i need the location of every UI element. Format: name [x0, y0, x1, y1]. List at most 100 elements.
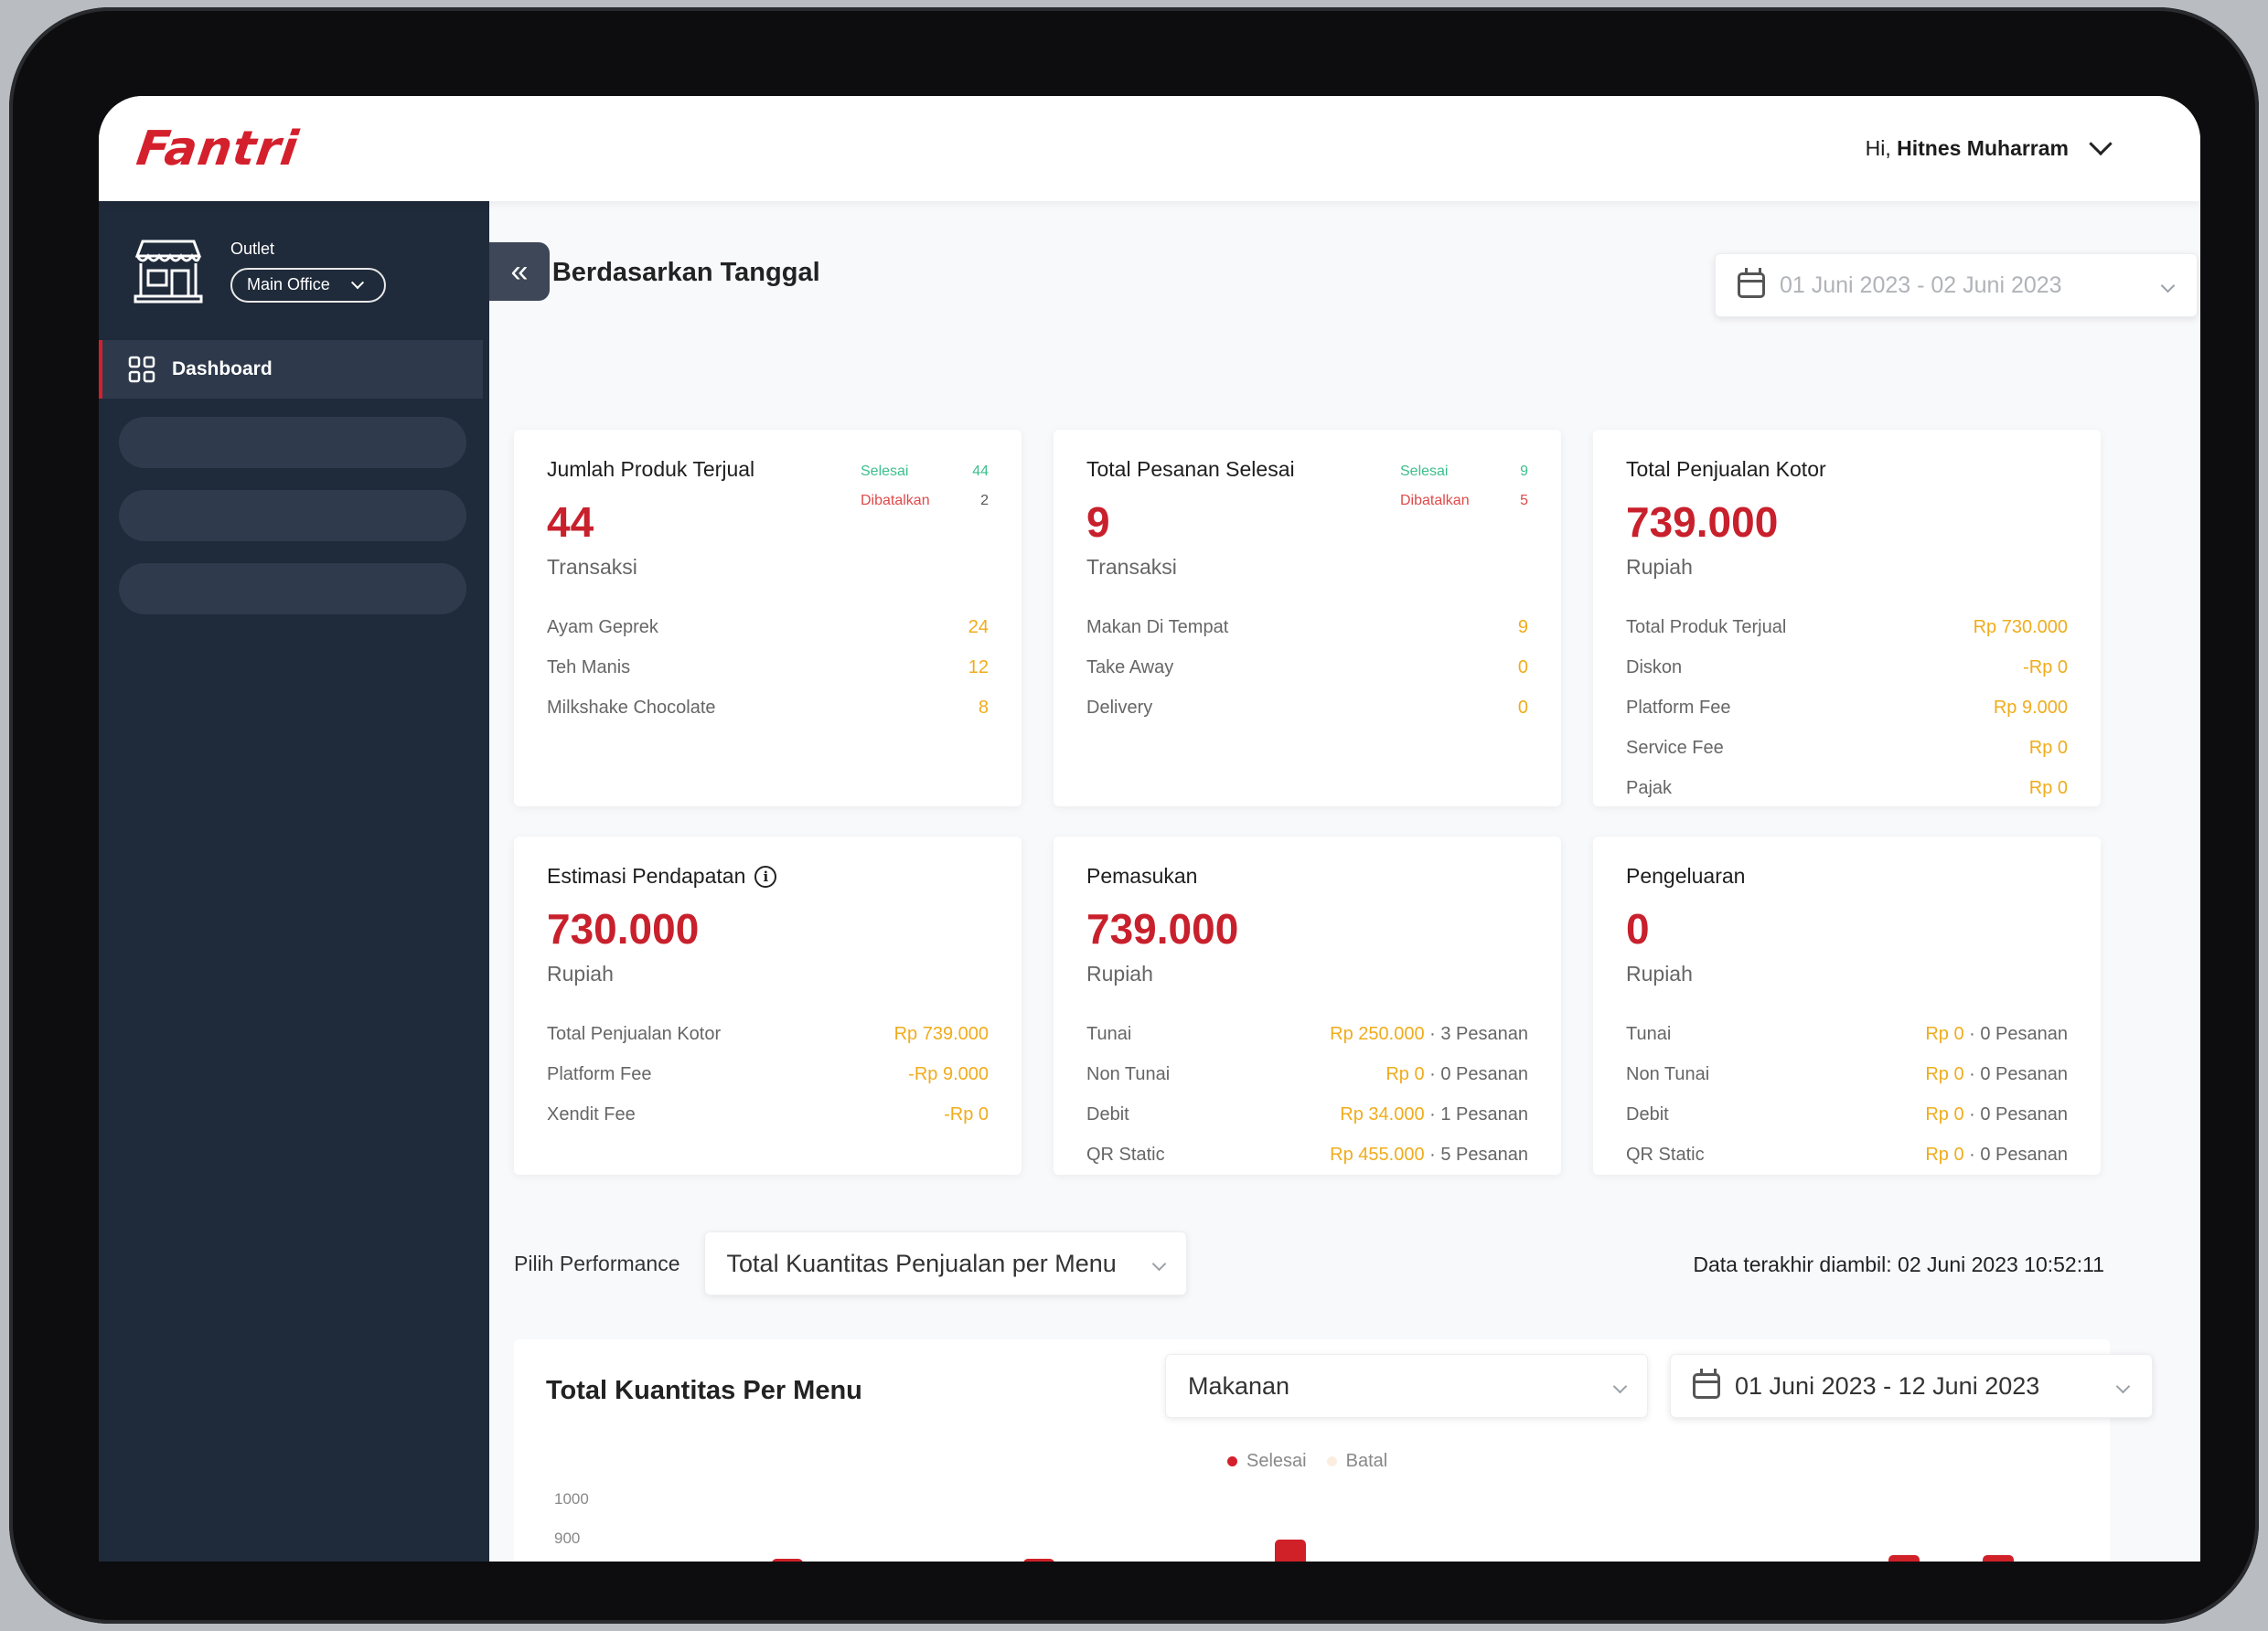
bar-selesai[interactable] [1023, 1559, 1054, 1562]
date-range-value: 01 Juni 2023 - 02 Juni 2023 [1780, 272, 2062, 298]
list-item: Non Tunai Rp 0 · 0 Pesanan [1626, 1063, 2068, 1084]
chevron-down-icon [2115, 1379, 2131, 1393]
list-item: QR Static Rp 455.000 · 5 Pesanan [1086, 1144, 1528, 1165]
list-item: Total Penjualan Kotor Rp 739.000 [547, 1023, 989, 1044]
chevron-down-icon [1151, 1256, 1166, 1271]
list-item: Platform Fee -Rp 9.000 [547, 1063, 989, 1084]
chart-legend: Selesai Batal [1227, 1451, 1387, 1472]
list-item: Debit Rp 34.000 · 1 Pesanan [1086, 1103, 1528, 1125]
card-unit: Rupiah [1626, 962, 1693, 986]
card-value: 0 [1626, 905, 1650, 953]
bar-chart-plot: 1000900800700 [514, 1339, 2110, 1562]
list-item: Total Produk Terjual Rp 730.000 [1626, 616, 2068, 637]
card-unit: Transaksi [547, 555, 637, 579]
performance-label: Pilih Performance [514, 1251, 680, 1275]
card-unit: Rupiah [1086, 962, 1153, 986]
card-estimasi-pendapatan: Estimasi Pendapatan i 730.000 Rupiah Tot… [514, 837, 1022, 1175]
list-item: Take Away 0 [1086, 656, 1528, 677]
bar-selesai[interactable] [1888, 1554, 1920, 1562]
card-title: Total Penjualan Kotor [1626, 457, 1826, 481]
performance-select[interactable]: Total Kuantitas Penjualan per Menu [703, 1231, 1187, 1295]
main-content: at Berdasarkan Tanggal 01 Juni 2023 - 02… [489, 201, 2200, 1562]
list-item: Platform Fee Rp 9.000 [1626, 697, 2068, 718]
performance-value: Total Kuantitas Penjualan per Menu [726, 1249, 1117, 1277]
outlet-label: Outlet [230, 239, 275, 258]
collapse-sidebar-button[interactable]: « [489, 242, 550, 301]
tablet-frame: Fantri Hi, Hitnes Muharram Outlet Main O… [9, 7, 2259, 1624]
card-unit: Rupiah [547, 962, 614, 986]
list-item: QR Static Rp 0 · 0 Pesanan [1626, 1144, 2068, 1165]
calendar-icon [1738, 268, 1765, 298]
bar-selesai[interactable] [1983, 1554, 2014, 1562]
chart-card: Total Kuantitas Per Menu Makanan 01 Juni… [514, 1339, 2153, 1562]
bar-selesai[interactable] [772, 1559, 803, 1562]
list-item: Makan Di Tempat 9 [1086, 616, 1528, 637]
list-item: Milkshake Chocolate 8 [547, 697, 989, 718]
chevron-down-icon[interactable] [2089, 132, 2113, 155]
user-greeting: Hi, Hitnes Muharram [1865, 136, 2069, 160]
card-total-pesanan: Total Pesanan Selesai Selesai 9 Dibatalka… [1054, 430, 1561, 806]
card-title: Total Pesanan Selesai [1086, 457, 1295, 481]
list-item: Teh Manis 12 [547, 656, 989, 677]
list-item: Tunai Rp 0 · 0 Pesanan [1626, 1023, 2068, 1044]
card-unit: Transaksi [1086, 555, 1177, 579]
card-total-penjualan: Total Penjualan Kotor 739.000 Rupiah Tot… [1593, 430, 2101, 806]
sidebar-item-placeholder[interactable] [119, 417, 466, 468]
logo[interactable]: Fantri [133, 121, 303, 176]
y-axis-tick: 900 [554, 1530, 581, 1548]
card-title: Pengeluaran [1626, 864, 1746, 888]
sidebar-item-dashboard[interactable]: Dashboard [99, 340, 483, 399]
card-title: Pemasukan [1086, 864, 1198, 888]
sidebar: Outlet Main Office Dashboard [99, 201, 489, 1562]
legend-selesai[interactable]: Selesai [1227, 1451, 1307, 1472]
list-item: Non Tunai Rp 0 · 0 Pesanan [1086, 1063, 1528, 1084]
store-icon [134, 240, 203, 304]
screen: Fantri Hi, Hitnes Muharram Outlet Main O… [99, 96, 2200, 1562]
list-item: Ayam Geprek 24 [547, 616, 989, 637]
list-item: Service Fee Rp 0 [1626, 737, 2068, 758]
user-menu[interactable]: Hi, Hitnes Muharram [1865, 132, 2113, 161]
outlet-dropdown[interactable]: Main Office [230, 267, 386, 303]
category-value: Makanan [1188, 1371, 1290, 1400]
grid-icon [128, 356, 155, 383]
list-item: Diskon -Rp 0 [1626, 656, 2068, 677]
card-value: 739.000 [1626, 498, 1779, 546]
status-summary: Selesai 44 Dibatalkan 2 [861, 464, 989, 508]
chart-date-range-picker[interactable]: 01 Juni 2023 - 12 Juni 2023 [1670, 1354, 2153, 1418]
chevron-down-icon [2160, 278, 2176, 293]
card-title: Estimasi Pendapatan i [547, 864, 989, 889]
chart-date-range-value: 01 Juni 2023 - 12 Juni 2023 [1735, 1371, 2040, 1400]
sidebar-item-placeholder[interactable] [119, 563, 466, 614]
card-value: 730.000 [547, 905, 700, 953]
sidebar-item-label: Dashboard [172, 358, 273, 379]
chart-title: Total Kuantitas Per Menu [546, 1376, 862, 1405]
y-axis-tick: 1000 [554, 1490, 589, 1508]
sidebar-item-placeholder[interactable] [119, 490, 466, 541]
list-item: Tunai Rp 250.000 · 3 Pesanan [1086, 1023, 1528, 1044]
chevron-down-icon [350, 275, 365, 289]
card-pengeluaran: Pengeluaran 0 Rupiah Tunai Rp 0 · 0 Pesan… [1593, 837, 2101, 1175]
last-fetched-timestamp: Data terakhir diambil: 02 Juni 2023 10:5… [1693, 1253, 2104, 1276]
list-item: Debit Rp 0 · 0 Pesanan [1626, 1103, 2068, 1125]
list-item: Xendit Fee -Rp 0 [547, 1103, 989, 1125]
card-jumlah-produk: Jumlah Produk Terjual Selesai 44 Dibatalk… [514, 430, 1022, 806]
date-range-picker[interactable]: 01 Juni 2023 - 02 Juni 2023 [1715, 253, 2198, 317]
list-item: Delivery 0 [1086, 697, 1528, 718]
legend-batal[interactable]: Batal [1326, 1451, 1387, 1472]
card-value: 44 [547, 498, 594, 546]
outlet-selector: Outlet Main Office [134, 236, 386, 305]
calendar-icon [1693, 1369, 1720, 1399]
card-value: 9 [1086, 498, 1110, 546]
card-value: 739.000 [1086, 905, 1239, 953]
performance-row: Pilih Performance Total Kuantitas Penjua… [514, 1231, 1187, 1295]
outlet-value: Main Office [247, 275, 330, 293]
status-summary: Selesai 9 Dibatalkan 5 [1400, 464, 1528, 508]
info-icon[interactable]: i [754, 865, 777, 888]
card-pemasukan: Pemasukan 739.000 Rupiah Tunai Rp 250.000… [1054, 837, 1561, 1175]
card-title: Jumlah Produk Terjual [547, 457, 755, 481]
bar-selesai[interactable] [1275, 1539, 1306, 1562]
category-select[interactable]: Makanan [1165, 1354, 1648, 1418]
card-unit: Rupiah [1626, 555, 1693, 579]
top-bar: Fantri Hi, Hitnes Muharram [99, 96, 2200, 201]
list-item: Pajak Rp 0 [1626, 777, 2068, 798]
